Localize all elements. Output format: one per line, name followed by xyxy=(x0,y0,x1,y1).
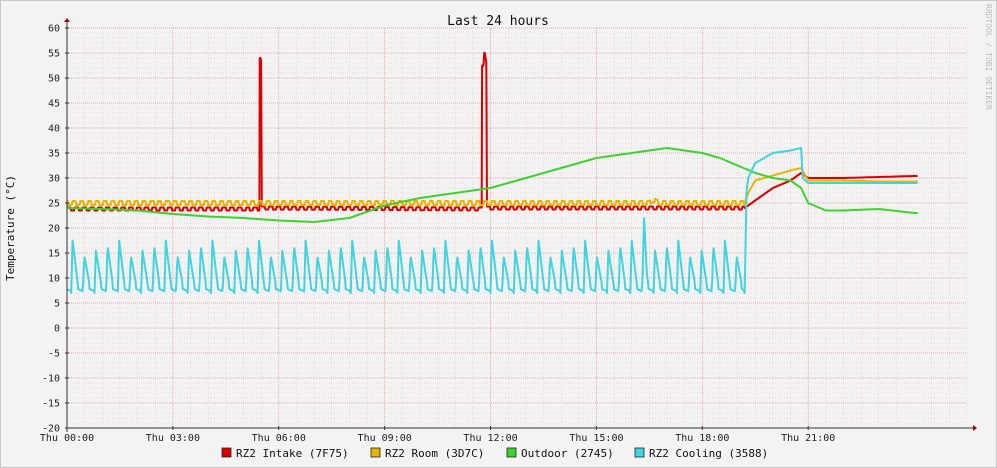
legend-swatch-4 xyxy=(634,447,645,458)
y-tick-label: 50 xyxy=(48,74,60,85)
y-tick-label: 25 xyxy=(48,199,60,210)
chart-title: Last 24 hours xyxy=(447,14,549,29)
x-tick-label: Thu 06:00 xyxy=(252,433,306,444)
x-tick-label: Thu 09:00 xyxy=(358,433,412,444)
x-tick-label: Thu 12:00 xyxy=(463,433,517,444)
x-tick-label: Thu 00:00 xyxy=(40,433,94,444)
y-tick-label: 5 xyxy=(54,299,60,310)
y-tick-label: 40 xyxy=(48,124,60,135)
x-axis-arrow xyxy=(973,425,977,431)
legend-swatch-2 xyxy=(370,447,381,458)
y-tick-label: 60 xyxy=(48,24,60,35)
y-tick-label: -20 xyxy=(42,424,60,435)
series-line-3 xyxy=(66,147,918,223)
legend-label-1: RZ2 Intake (7F75) xyxy=(236,447,349,460)
y-axis-arrow xyxy=(64,18,70,22)
rrdtool-watermark: RRDTOOL / TOBI OETIKER xyxy=(984,4,993,110)
y-tick-label: 15 xyxy=(48,249,60,260)
legend-swatch-1 xyxy=(221,447,232,458)
y-tick-label: 30 xyxy=(48,174,60,185)
y-tick-label: 35 xyxy=(48,149,60,160)
x-tick-label: Thu 15:00 xyxy=(569,433,623,444)
legend: RZ2 Intake (7F75) RZ2 Room (3D7C) Outdoor … xyxy=(221,447,768,460)
y-tick-label: 45 xyxy=(48,99,60,110)
y-tick-label: 55 xyxy=(48,49,60,60)
series-line-4 xyxy=(66,147,918,294)
y-tick-label: -10 xyxy=(42,374,60,385)
series-line-2 xyxy=(66,167,918,206)
y-tick-label: -5 xyxy=(48,349,60,360)
legend-label-3: Outdoor (2745) xyxy=(521,447,614,460)
legend-label-4: RZ2 Cooling (3588) xyxy=(649,447,768,460)
grid-lines xyxy=(66,27,968,429)
x-tick-label: Thu 03:00 xyxy=(146,433,200,444)
y-tick-label: 10 xyxy=(48,274,60,285)
x-tick-label: Thu 21:00 xyxy=(781,433,835,444)
x-tick-label: Thu 18:00 xyxy=(675,433,729,444)
y-tick-label: 20 xyxy=(48,224,60,235)
legend-label-2: RZ2 Room (3D7C) xyxy=(385,447,484,460)
y-axis-label: Temperature (°C) xyxy=(4,175,17,281)
y-tick-label: 0 xyxy=(54,324,60,335)
legend-swatch-3 xyxy=(506,447,517,458)
series-lines xyxy=(66,52,918,294)
series-line-1 xyxy=(66,52,918,212)
y-tick-label: -15 xyxy=(42,399,60,410)
x-tick-labels: Thu 00:00 Thu 03:00 Thu 06:00 Thu 09:00 Thu … xyxy=(40,433,835,444)
axes xyxy=(64,18,977,432)
